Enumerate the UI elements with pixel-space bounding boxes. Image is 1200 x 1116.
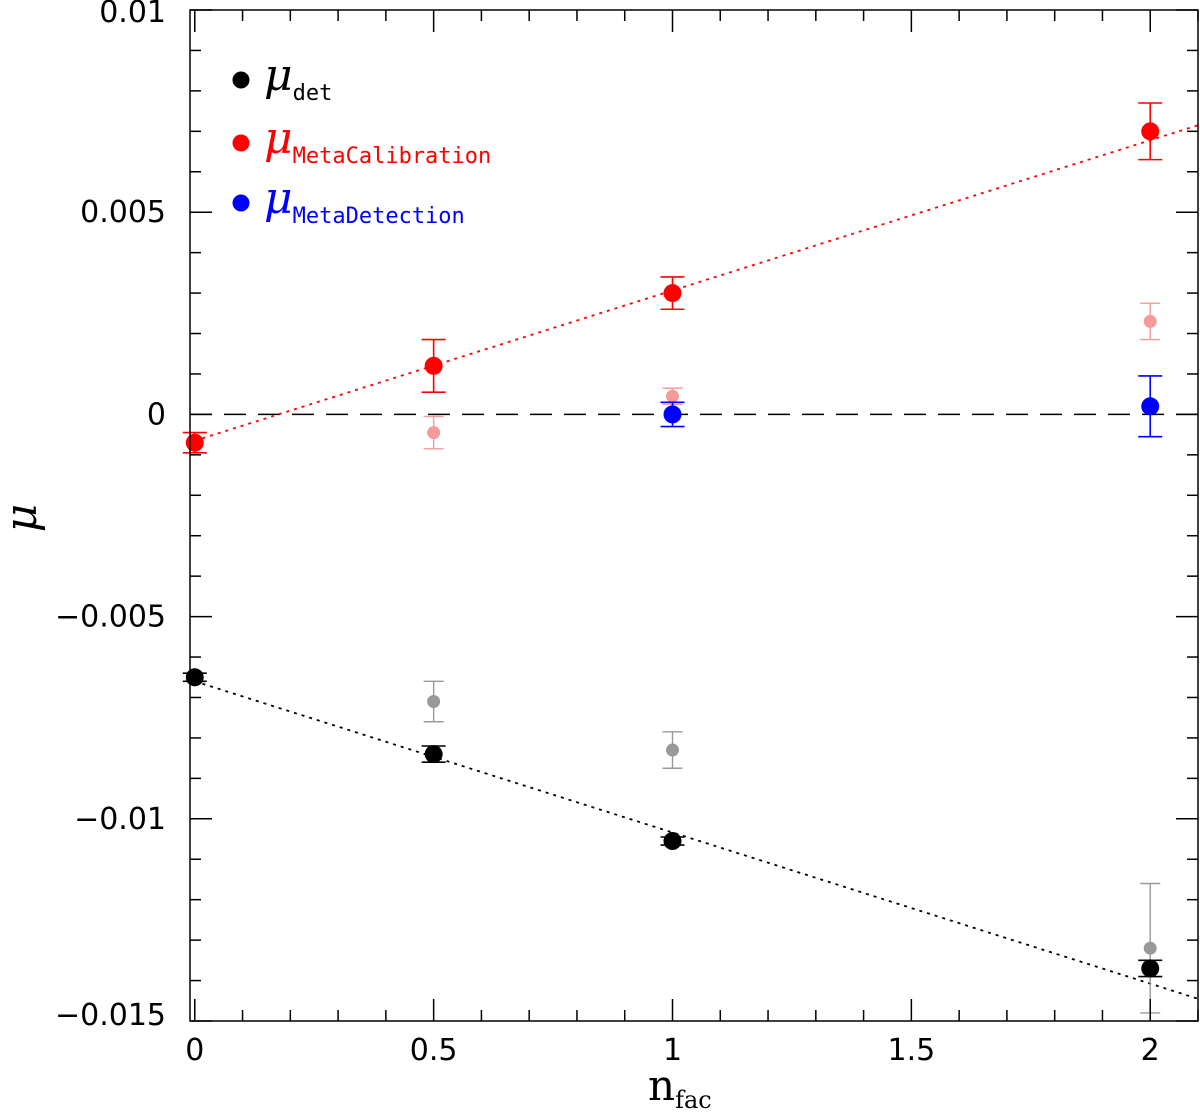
plot-frame — [189, 9, 1199, 1022]
data-point — [1143, 941, 1157, 955]
legend-marker — [232, 194, 250, 212]
legend-label: μMetaDetection — [264, 173, 465, 229]
legend-label: μMetaCalibration — [264, 113, 491, 169]
y-tick-label: 0.01 — [99, 0, 166, 30]
data-point — [1143, 314, 1157, 328]
data-point — [1141, 397, 1160, 416]
x-tick-label: 1.5 — [888, 1033, 936, 1068]
legend-marker — [232, 71, 250, 89]
tick-labels: 0 0.5 1 1.5 2 −0.015 −0.01 −0.005 0 0.005 0.01 — [55, 0, 1160, 1068]
data-point — [666, 743, 680, 757]
fit-lines — [194, 124, 1198, 1000]
legend-entry-0: μdet — [232, 50, 332, 106]
data-point — [663, 405, 682, 424]
data-point — [663, 832, 682, 851]
data-point — [424, 745, 443, 764]
y-tick-label: −0.015 — [55, 998, 166, 1033]
data-point — [1141, 959, 1160, 978]
series-4 — [660, 375, 1163, 438]
fit-line-0 — [194, 124, 1198, 442]
legend-marker — [232, 134, 250, 152]
data-points — [182, 102, 1163, 1014]
x-axis-label: nfac — [648, 1061, 712, 1114]
data-point — [666, 389, 680, 403]
data-point — [185, 433, 204, 452]
series-2 — [182, 668, 1163, 978]
x-tick-label: 2 — [1141, 1033, 1160, 1068]
series-1 — [423, 302, 1161, 450]
data-point — [663, 284, 682, 303]
x-tick-label: 0.5 — [410, 1033, 458, 1068]
data-point — [427, 426, 441, 440]
data-point — [185, 668, 204, 687]
y-tick-label: −0.01 — [74, 802, 166, 837]
y-tick-label: −0.005 — [55, 600, 166, 635]
x-tick-label: 1 — [663, 1033, 682, 1068]
fit-line-1 — [194, 680, 1198, 1000]
y-tick-label: 0.005 — [80, 195, 166, 230]
series-0 — [423, 680, 1161, 1014]
legend-label: μdet — [264, 50, 332, 106]
y-axis-label: μ — [0, 504, 47, 533]
y-tick-label: 0 — [147, 397, 166, 432]
x-tick-label: 0 — [185, 1033, 204, 1068]
data-point — [427, 695, 441, 709]
axis-ticks — [190, 9, 1199, 1022]
data-point — [424, 356, 443, 375]
legend-entry-2: μMetaDetection — [232, 173, 465, 229]
legend-entry-1: μMetaCalibration — [232, 113, 491, 169]
data-point — [1141, 122, 1160, 141]
